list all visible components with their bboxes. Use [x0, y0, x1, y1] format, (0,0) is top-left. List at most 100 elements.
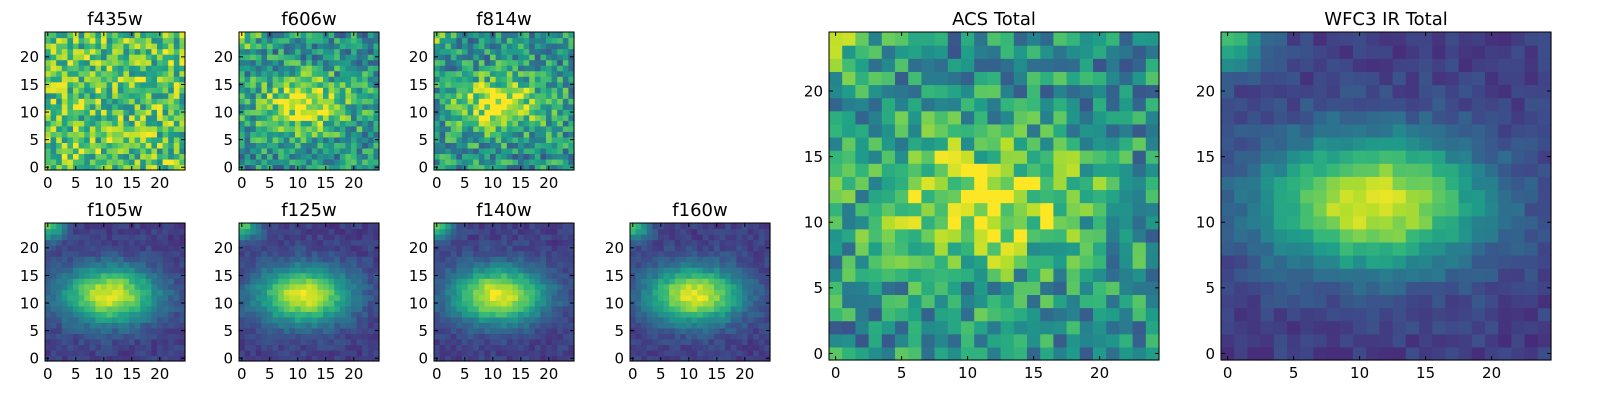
heatmap-cell	[478, 267, 485, 274]
heatmap-cell	[1145, 268, 1160, 282]
heatmap-cell	[1079, 189, 1094, 204]
heatmap-cell	[842, 268, 856, 282]
heatmap-cell	[306, 223, 313, 230]
heatmap-cell	[134, 289, 141, 296]
heatmap-cell	[490, 256, 497, 263]
heatmap-cell	[334, 136, 341, 143]
heatmap-cell	[445, 223, 452, 230]
heatmap-cell	[658, 289, 665, 296]
heatmap-cell	[289, 147, 296, 155]
heatmap-cell	[546, 289, 553, 296]
heatmap-cell	[518, 48, 525, 55]
heatmap-cell	[562, 355, 569, 362]
heatmap-cell	[157, 267, 164, 274]
heatmap-cell	[112, 294, 119, 301]
heatmap-cell	[95, 32, 102, 39]
heatmap-cell	[255, 355, 262, 362]
heatmap-cell	[250, 327, 257, 334]
heatmap-cell	[551, 267, 558, 274]
heatmap-cell	[747, 256, 754, 263]
heatmap-cell	[61, 300, 68, 307]
heatmap-cell	[691, 256, 698, 263]
x-tick-label: 0	[432, 365, 442, 383]
heatmap-cell	[658, 300, 665, 307]
x-tick-label: 15	[707, 365, 726, 383]
heatmap-cell	[529, 322, 536, 329]
heatmap-cell	[987, 163, 1002, 177]
heatmap-cell	[339, 349, 346, 357]
heatmap-cell	[311, 289, 318, 296]
heatmap-cell	[445, 59, 452, 66]
heatmap-cell	[334, 261, 341, 268]
heatmap-cell	[117, 311, 124, 318]
heatmap-cell	[445, 65, 452, 72]
heatmap-cell	[501, 333, 508, 340]
heatmap-cell	[714, 349, 721, 357]
heatmap-cell	[339, 76, 346, 83]
heatmap-cell	[473, 333, 480, 340]
heatmap-cell	[162, 322, 169, 329]
heatmap-cell	[987, 294, 1002, 309]
heatmap-cell	[328, 333, 335, 340]
y-tick-label: 0	[418, 159, 428, 177]
heatmap-cell	[117, 120, 124, 127]
heatmap-cell	[523, 98, 530, 105]
heatmap-cell	[669, 344, 676, 351]
heatmap-cell	[112, 81, 119, 88]
heatmap-cell	[747, 322, 754, 329]
heatmap-cell	[557, 223, 564, 230]
heatmap-cell	[557, 316, 564, 323]
heatmap-cell	[680, 322, 687, 329]
heatmap-cell	[162, 59, 169, 66]
heatmap-cell	[89, 349, 96, 357]
heatmap-cell	[345, 278, 352, 285]
heatmap-cell	[562, 228, 569, 235]
axes-frame	[238, 222, 380, 362]
heatmap-cell	[680, 344, 687, 351]
heatmap-cell	[546, 300, 553, 307]
heatmap-cell	[730, 261, 737, 268]
heatmap-cell	[157, 109, 164, 116]
y-tick-label: 5	[29, 322, 39, 340]
heatmap-cell	[697, 239, 704, 246]
heatmap-cell	[151, 289, 158, 296]
heatmap-cell	[84, 355, 91, 362]
heatmap-cell	[842, 202, 856, 217]
heatmap-cell	[151, 136, 158, 143]
heatmap-cell	[56, 103, 63, 110]
heatmap-cell	[123, 164, 130, 171]
heatmap-cell	[551, 338, 558, 346]
heatmap-cell	[921, 294, 936, 309]
heatmap-cell	[495, 272, 502, 279]
heatmap-cell	[669, 278, 676, 285]
heatmap-cell	[289, 70, 296, 77]
heatmap-cell	[351, 311, 358, 318]
heatmap-cell	[261, 344, 268, 351]
heatmap-cell	[300, 349, 307, 357]
heatmap-cell	[311, 43, 318, 50]
heatmap-cell	[534, 322, 541, 329]
heatmap-cell	[334, 289, 341, 296]
heatmap-cell	[356, 114, 363, 121]
heatmap-cell	[334, 70, 341, 77]
heatmap-cell	[283, 76, 290, 83]
heatmap-cell	[157, 349, 164, 357]
heatmap-cell	[1145, 307, 1160, 322]
heatmap-cell	[450, 261, 457, 268]
heatmap-cell	[484, 48, 491, 55]
heatmap-cell	[239, 278, 246, 285]
heatmap-cell	[283, 48, 290, 55]
heatmap-cell	[345, 289, 352, 296]
heatmap-cell	[753, 355, 760, 362]
heatmap-cell	[557, 65, 564, 72]
heatmap-cell	[495, 278, 502, 285]
heatmap-cell	[345, 54, 352, 61]
heatmap-cell	[506, 76, 513, 83]
heatmap-cell	[239, 311, 246, 318]
heatmap-cell	[450, 349, 457, 357]
heatmap-cell	[289, 250, 296, 257]
heatmap-cell	[635, 305, 642, 312]
heatmap-cell	[334, 59, 341, 66]
heatmap-cell	[478, 239, 485, 246]
heatmap-cell	[523, 136, 530, 143]
